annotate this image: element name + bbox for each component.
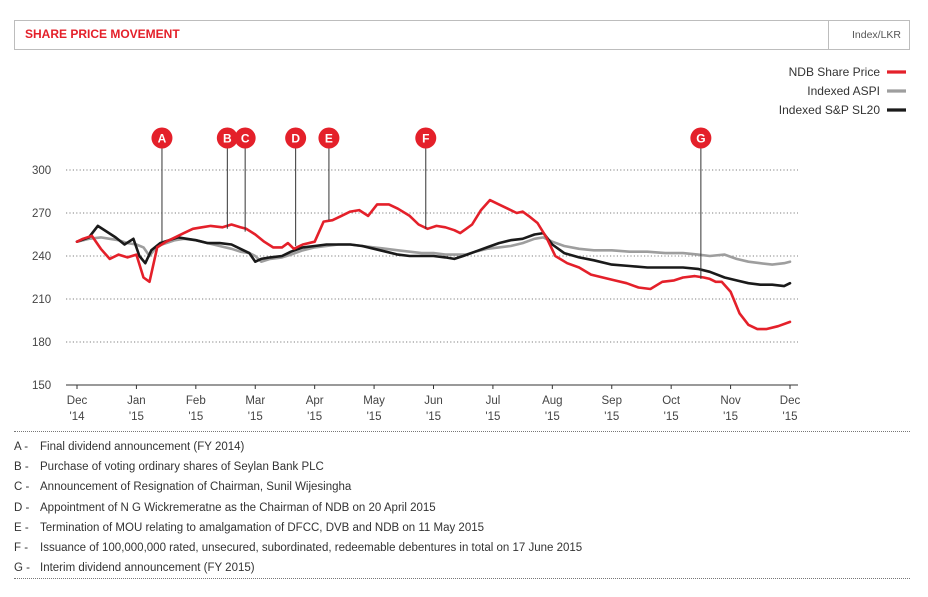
x-tick-label-year: '15	[485, 411, 500, 423]
x-tick-label-year: '15	[426, 411, 441, 423]
header-divider	[828, 21, 829, 50]
x-tick-label-month: Jun	[424, 395, 443, 407]
y-tick-label: 210	[32, 294, 51, 306]
note-text: Appointment of N G Wickremeratne as the …	[40, 501, 436, 514]
x-tick-label-month: Feb	[186, 395, 206, 407]
annotation-notes: A - Final dividend announcement (FY 2014)…	[14, 437, 910, 578]
bottom-divider	[14, 578, 910, 579]
x-tick-label-month: Nov	[720, 395, 741, 407]
series-line-ndb-share-price	[75, 198, 792, 331]
legend-label: Indexed S&P SL20	[779, 103, 881, 117]
x-tick-label-year: '15	[545, 411, 560, 423]
x-tick-label-year: '14	[70, 411, 86, 423]
note-a: A - Final dividend announcement (FY 2014)	[14, 437, 910, 457]
chart-notes-divider	[14, 431, 910, 432]
x-tick-label-month: Apr	[306, 395, 324, 407]
x-tick-label-month: Aug	[542, 395, 562, 407]
annotation-marker	[690, 127, 712, 149]
note-letter: E -	[14, 521, 29, 534]
note-g: G - Interim dividend announcement (FY 201…	[14, 558, 910, 578]
annotation-marker-label: C	[241, 132, 250, 146]
y-tick-label: 240	[32, 251, 51, 263]
units-label: Index/LKR	[851, 29, 901, 41]
share-price-chart: 150 180 210 240 270 300 Dec '14 Jan '15 Feb '15 Mar '…	[32, 65, 906, 423]
y-tick-label: 150	[32, 380, 51, 392]
annotation-marker-label: D	[291, 132, 300, 146]
x-tick-label-year: '15	[248, 411, 263, 423]
note-c: C - Announcement of Resignation of Chairm…	[14, 477, 910, 497]
header-rule	[14, 49, 910, 50]
note-letter: B -	[14, 461, 29, 474]
note-text: Interim dividend announcement (FY 2015)	[40, 562, 255, 575]
y-tick-label: 300	[32, 165, 51, 177]
annotation-marker	[415, 127, 437, 149]
x-tick-label-year: '15	[783, 411, 798, 423]
x-tick-label-month: May	[363, 395, 385, 407]
x-tick-label-month: Mar	[245, 395, 265, 407]
note-e: E - Termination of MOU relating to amalga…	[14, 518, 910, 538]
annotation-marker-label: B	[223, 132, 232, 146]
note-letter: A -	[14, 441, 29, 453]
chart-header: SHARE PRICE MOVEMENT Index/LKR	[14, 20, 910, 50]
x-tick-label-month: Sep	[602, 395, 622, 407]
note-d: D - Appointment of N G Wickremeratne as t…	[14, 498, 910, 518]
x-tick-label-year: '15	[129, 411, 144, 423]
note-text: Purchase of voting ordinary shares of Se…	[40, 461, 324, 474]
x-tick-label-year: '15	[307, 411, 322, 423]
y-tick-label: 180	[32, 337, 51, 349]
note-text: Issuance of 100,000,000 rated, unsecured…	[40, 542, 583, 555]
annotation-marker	[234, 127, 256, 149]
x-tick-label-year: '15	[188, 411, 203, 423]
annotation-marker	[318, 127, 340, 149]
x-tick-label-month: Jul	[486, 395, 501, 407]
legend-label: NDB Share Price	[789, 65, 881, 79]
note-b: B - Purchase of voting ordinary shares of…	[14, 457, 910, 477]
note-letter: C -	[14, 481, 30, 494]
x-tick-label-month: Dec	[780, 395, 801, 407]
x-tick-label-year: '15	[723, 411, 738, 423]
note-letter: F -	[14, 542, 29, 555]
note-letter: D -	[14, 501, 30, 514]
annotation-marker	[151, 127, 173, 149]
x-tick-label-year: '15	[367, 411, 382, 423]
x-tick-label-month: Dec	[67, 395, 88, 407]
note-letter: G -	[14, 562, 30, 575]
note-text: Final dividend announcement (FY 2014)	[40, 441, 245, 453]
annotation-marker-label: E	[325, 132, 333, 146]
chart-title: SHARE PRICE MOVEMENT	[25, 27, 180, 41]
annotation-marker-label: F	[422, 132, 429, 146]
note-text: Announcement of Resignation of Chairman,…	[40, 481, 352, 494]
annotation-marker-label: A	[158, 132, 167, 146]
annotation-marker-label: G	[696, 132, 705, 146]
annotation-marker	[216, 127, 238, 149]
note-f: F - Issuance of 100,000,000 rated, unsecu…	[14, 538, 910, 558]
x-tick-label-month: Oct	[662, 395, 681, 407]
x-tick-label-year: '15	[664, 411, 679, 423]
x-tick-label-year: '15	[604, 411, 619, 423]
annotation-marker	[285, 127, 307, 149]
x-tick-label-month: Jan	[127, 395, 146, 407]
series-line-indexed-aspi	[75, 236, 792, 266]
y-tick-label: 270	[32, 208, 51, 220]
note-text: Termination of MOU relating to amalgamat…	[40, 521, 485, 534]
legend-label: Indexed ASPI	[807, 84, 880, 98]
